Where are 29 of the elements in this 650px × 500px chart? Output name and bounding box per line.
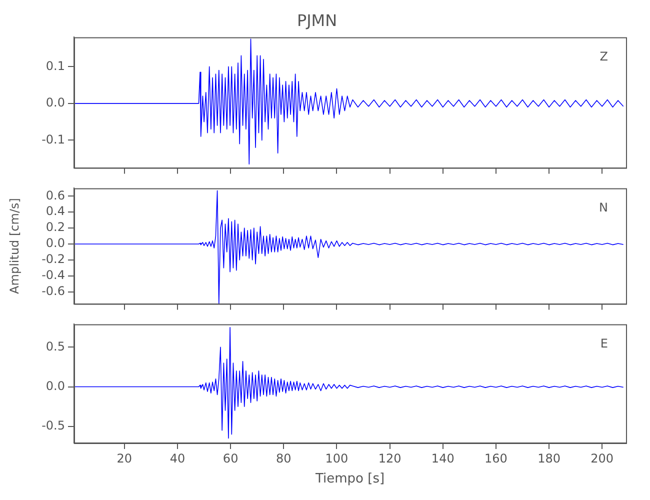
annotation: N xyxy=(599,200,608,214)
x-tick-label: 80 xyxy=(276,451,292,466)
annotation: E xyxy=(600,336,608,350)
annotation: Z xyxy=(600,49,608,64)
y-tick-label: 0.4 xyxy=(46,204,65,218)
y-tick-label: 0.2 xyxy=(46,220,65,234)
x-tick-label: 160 xyxy=(484,451,508,466)
y-tick-label: 0.1 xyxy=(46,58,65,73)
y-tick-label: -0.5 xyxy=(42,418,65,432)
x-tick-label: 120 xyxy=(378,451,402,466)
x-axis-title: Tiempo [s] xyxy=(314,472,385,487)
y-tick-label: 0.5 xyxy=(46,339,65,354)
y-axis-title: Amplitud [cm/s] xyxy=(7,198,22,294)
y-tick-label: 0.6 xyxy=(46,188,65,202)
x-tick-label: 20 xyxy=(116,451,132,466)
x-tick-label: 200 xyxy=(590,451,614,466)
y-tick-label: -0.6 xyxy=(42,284,65,298)
x-tick-label: 140 xyxy=(431,451,454,466)
x-tick-label: 40 xyxy=(170,451,186,466)
x-tick-label: 180 xyxy=(538,451,560,466)
y-tick-label: 0.0 xyxy=(46,96,65,110)
y-tick-label: 0.0 xyxy=(46,236,65,250)
y-tick-label: -0.2 xyxy=(42,252,65,266)
x-tick-label: 60 xyxy=(222,451,238,466)
chart-title: PJMN xyxy=(296,10,338,30)
y-tick-label: -0.1 xyxy=(42,132,65,146)
y-tick-label: -0.4 xyxy=(42,268,65,282)
y-tick-label: 0.0 xyxy=(46,378,65,393)
x-tick-label: 100 xyxy=(325,451,348,466)
